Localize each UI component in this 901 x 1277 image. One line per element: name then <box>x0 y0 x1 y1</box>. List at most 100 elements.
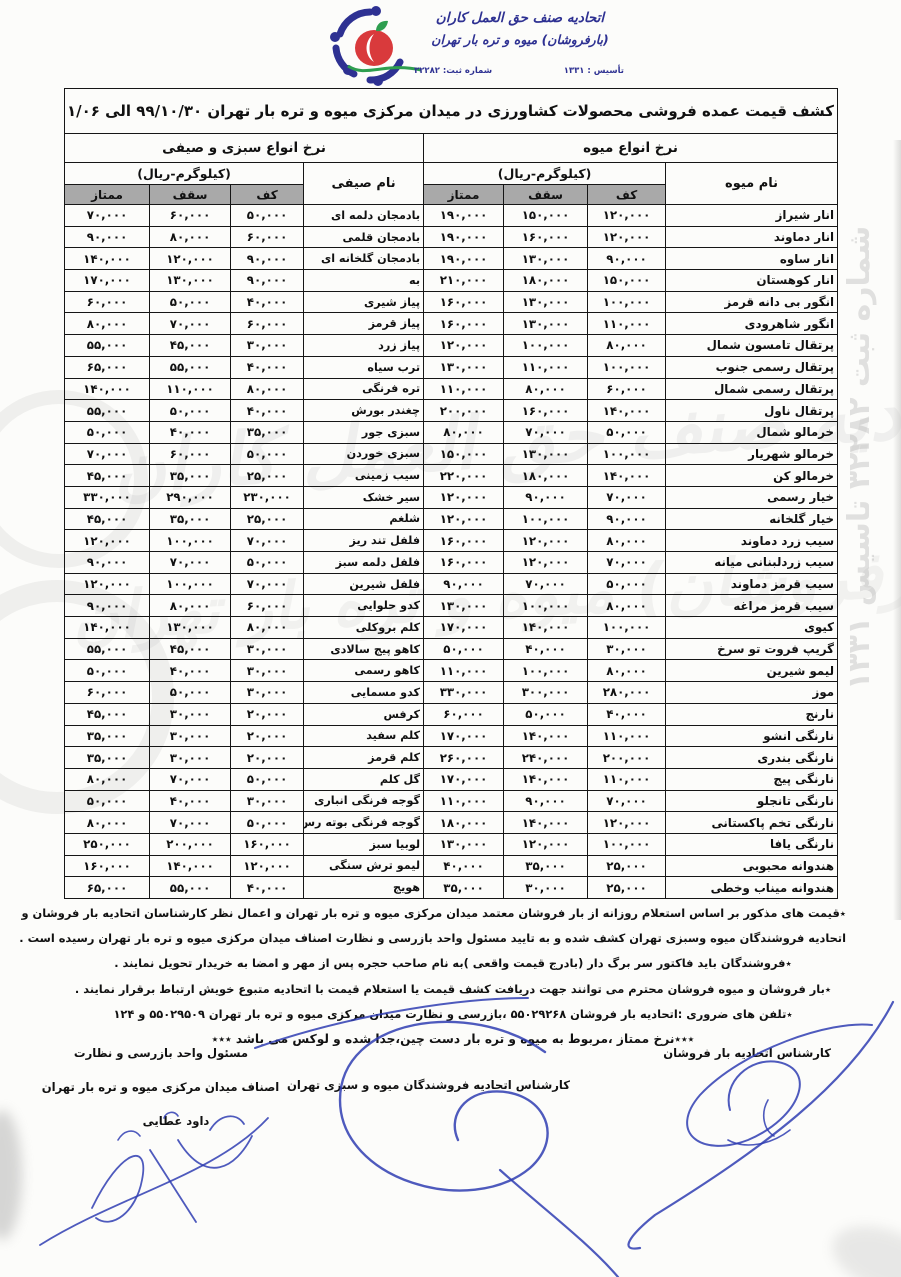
veg-ceiling-cell: ۵۰,۰۰۰ <box>149 681 232 704</box>
veg-floor-cell: ۲۰,۰۰۰ <box>230 724 305 748</box>
veg-name-cell: بادمجان قلمی <box>303 225 425 249</box>
fruit-premium-cell: ۱۲۰,۰۰۰ <box>423 334 505 357</box>
scan-smudge-left <box>0 1110 22 1240</box>
fruit-ceiling-cell: ۱۲۰,۰۰۰ <box>503 832 589 856</box>
fruit-floor-cell: ۹۰,۰۰۰ <box>587 247 667 271</box>
veg-ceiling-cell: ۳۵,۰۰۰ <box>149 464 232 487</box>
fruit-name-cell: خیار رسمی <box>665 485 839 509</box>
veg-premium-cell: ۱۶۰,۰۰۰ <box>63 854 151 878</box>
fruit-name-cell: خرمالو کن <box>665 464 839 487</box>
veg-ceiling-cell: ۵۵,۰۰۰ <box>149 876 232 899</box>
fruit-ceiling-cell: ۱۳۰,۰۰۰ <box>503 290 589 314</box>
fruit-name-cell: نارنگی تخم پاکستانی <box>665 811 839 834</box>
fruit-ceiling-cell: ۱۰۰,۰۰۰ <box>503 594 589 618</box>
fruit-premium-cell: ۱۹۰,۰۰۰ <box>423 247 505 271</box>
table-row: سیب زردلبنانی میانه ۷۰,۰۰۰ ۱۲۰,۰۰۰ ۱۶۰,۰۰۰ ف… <box>63 551 839 574</box>
fruit-name-cell: سیب زرد دماوند <box>665 529 839 552</box>
fruit-ceiling-cell: ۱۸۰,۰۰۰ <box>503 269 589 292</box>
veg-name-cell: سیب زمینی <box>303 464 425 487</box>
fruit-name-cell: گریپ فروت تو سرخ <box>665 637 839 661</box>
fruit-floor-cell: ۸۰,۰۰۰ <box>587 659 667 683</box>
veg-premium-cell: ۳۵,۰۰۰ <box>63 724 151 748</box>
fruit-name-cell: انار شیراز <box>665 204 839 227</box>
veg-name-cell: کلم بروکلی <box>303 616 425 639</box>
veg-name-cell: بادمجان دلمه ای <box>303 204 425 227</box>
fruit-name-cell: خرمالو شمال <box>665 420 839 444</box>
veg-ceiling-cell: ۷۰,۰۰۰ <box>149 811 232 834</box>
veg-name-cell: گوجه فرنگی بوته رس <box>303 811 425 834</box>
fruit-premium-cell: ۱۶۰,۰۰۰ <box>423 312 505 336</box>
veg-premium-cell: ۱۲۰,۰۰۰ <box>63 529 151 552</box>
fruit-floor-cell: ۸۰,۰۰۰ <box>587 334 667 357</box>
fruit-ceiling-cell: ۷۰,۰۰۰ <box>503 572 589 596</box>
veg-ceiling-cell: ۱۱۰,۰۰۰ <box>149 377 232 401</box>
veg-name-cell: سبزی جور <box>303 420 425 444</box>
fruit-name-cell: پرتقال رسمی جنوب <box>665 355 839 379</box>
veg-premium-cell: ۵۵,۰۰۰ <box>63 334 151 357</box>
fruit-floor-cell: ۳۰,۰۰۰ <box>587 637 667 661</box>
table-row: انار شیراز ۱۲۰,۰۰۰ ۱۵۰,۰۰۰ ۱۹۰,۰۰۰ بادمجان د… <box>63 204 839 227</box>
veg-premium-cell: ۵۰,۰۰۰ <box>63 420 151 444</box>
fruit-premium-cell: ۱۹۰,۰۰۰ <box>423 225 505 249</box>
veg-ceiling-cell: ۴۰,۰۰۰ <box>149 789 232 813</box>
veg-name-cell: تره فرنگی <box>303 377 425 401</box>
veg-premium-cell: ۶۵,۰۰۰ <box>63 876 151 899</box>
veg-ceiling-cell: ۴۰,۰۰۰ <box>149 659 232 683</box>
veg-ceiling-cell: ۱۳۰,۰۰۰ <box>149 269 232 292</box>
fruit-ceiling-cell: ۲۴۰,۰۰۰ <box>503 746 589 769</box>
fruit-ceiling-cell: ۱۴۰,۰۰۰ <box>503 724 589 748</box>
note-line: اتحادیه فروشندگان میوه وسبزی تهران کشف ش… <box>19 931 846 946</box>
veg-name-cell: کدو حلوایی <box>303 594 425 618</box>
veg-ceiling-cell: ۴۵,۰۰۰ <box>149 334 232 357</box>
fruit-name-cell: انار دماوند <box>665 225 839 249</box>
fruit-section-header: نرخ انواع میوه <box>423 133 839 163</box>
watermark-registration-vertical: شماره ثبت ۳۲۲۸۲ تاسیس ۱۳۳۱ <box>842 225 877 690</box>
fruit-premium-cell: ۱۳۰,۰۰۰ <box>423 355 505 379</box>
veg-premium-cell: ۷۰,۰۰۰ <box>63 442 151 466</box>
table-row: پرتقال رسمی شمال ۶۰,۰۰۰ ۸۰,۰۰۰ ۱۱۰,۰۰۰ تره ف… <box>63 377 839 401</box>
signature-label-left-line1: مسئول واحد بازرسی و نظارت <box>73 1046 249 1060</box>
fruit-floor-cell: ۵۰,۰۰۰ <box>587 572 667 596</box>
veg-floor-cell: ۶۰,۰۰۰ <box>230 594 305 618</box>
veg-premium-cell: ۱۴۰,۰۰۰ <box>63 377 151 401</box>
veg-name-cell: سبزی خوردن <box>303 442 425 466</box>
note-line: ٭قیمت های مذکور بر اساس استعلام روزانه ا… <box>21 906 846 920</box>
veg-floor-header: کف <box>230 184 305 205</box>
veg-premium-cell: ۸۰,۰۰۰ <box>63 767 151 791</box>
fruit-name-cell: نارنگی تانجلو <box>665 789 839 813</box>
fruit-floor-cell: ۱۱۰,۰۰۰ <box>587 767 667 791</box>
fruit-name-cell: موز <box>665 681 839 704</box>
fruit-ceiling-cell: ۹۰,۰۰۰ <box>503 789 589 813</box>
veg-name-cell: بادمجان گلخانه ای <box>303 247 425 271</box>
fruit-ceiling-cell: ۷۰,۰۰۰ <box>503 420 589 444</box>
veg-floor-cell: ۱۶۰,۰۰۰ <box>230 832 305 856</box>
table-row: خرمالو کن ۱۴۰,۰۰۰ ۱۸۰,۰۰۰ ۲۲۰,۰۰۰ سیب زمینی ۲… <box>63 464 839 487</box>
veg-floor-cell: ۹۰,۰۰۰ <box>230 247 305 271</box>
veg-premium-header: ممتاز <box>63 184 151 205</box>
veg-floor-cell: ۸۰,۰۰۰ <box>230 377 305 401</box>
table-row: انگور بی دانه قرمز ۱۰۰,۰۰۰ ۱۳۰,۰۰۰ ۱۶۰,۰۰۰ پ… <box>63 290 839 314</box>
fruit-ceiling-cell: ۹۰,۰۰۰ <box>503 485 589 509</box>
fruit-floor-cell: ۱۲۰,۰۰۰ <box>587 811 667 834</box>
veg-name-cell: پیاز شیری <box>303 290 425 314</box>
note-line: ٭بار فروشان و میوه فروشان محترم می توانن… <box>74 981 832 996</box>
union-logo: اتحادیه صنف حق العمل کاران (بارفروشان) م… <box>318 4 624 88</box>
fruit-name-cell: کیوی <box>665 616 839 639</box>
fruit-floor-cell: ۱۱۰,۰۰۰ <box>587 724 667 748</box>
table-row: انگور شاهرودی ۱۱۰,۰۰۰ ۱۳۰,۰۰۰ ۱۶۰,۰۰۰ پیاز ق… <box>63 312 839 336</box>
veg-ceiling-cell: ۱۰۰,۰۰۰ <box>149 572 232 596</box>
fruit-name-cell: نارنگی پیج <box>665 767 839 791</box>
veg-name-cell: سیر خشک <box>303 485 425 509</box>
table-row: نارنگی پیج ۱۱۰,۰۰۰ ۱۴۰,۰۰۰ ۱۷۰,۰۰۰ گل کلم ۵۰,… <box>63 767 839 791</box>
veg-premium-cell: ۸۰,۰۰۰ <box>63 811 151 834</box>
fruit-ceiling-cell: ۱۶۰,۰۰۰ <box>503 399 589 422</box>
veg-ceiling-cell: ۳۰,۰۰۰ <box>149 724 232 748</box>
table-row: هندوانه محبوبی ۲۵,۰۰۰ ۳۵,۰۰۰ ۴۰,۰۰۰ لیمو ترش… <box>63 854 839 878</box>
veg-name-cell: لوبیا سبز <box>303 832 425 856</box>
veg-floor-cell: ۳۰,۰۰۰ <box>230 659 305 683</box>
fruit-floor-cell: ۵۰,۰۰۰ <box>587 420 667 444</box>
veg-premium-cell: ۴۵,۰۰۰ <box>63 702 151 726</box>
veg-floor-cell: ۵۰,۰۰۰ <box>230 442 305 466</box>
fruit-floor-cell: ۱۵۰,۰۰۰ <box>587 269 667 292</box>
fruit-floor-cell: ۲۵,۰۰۰ <box>587 876 667 899</box>
